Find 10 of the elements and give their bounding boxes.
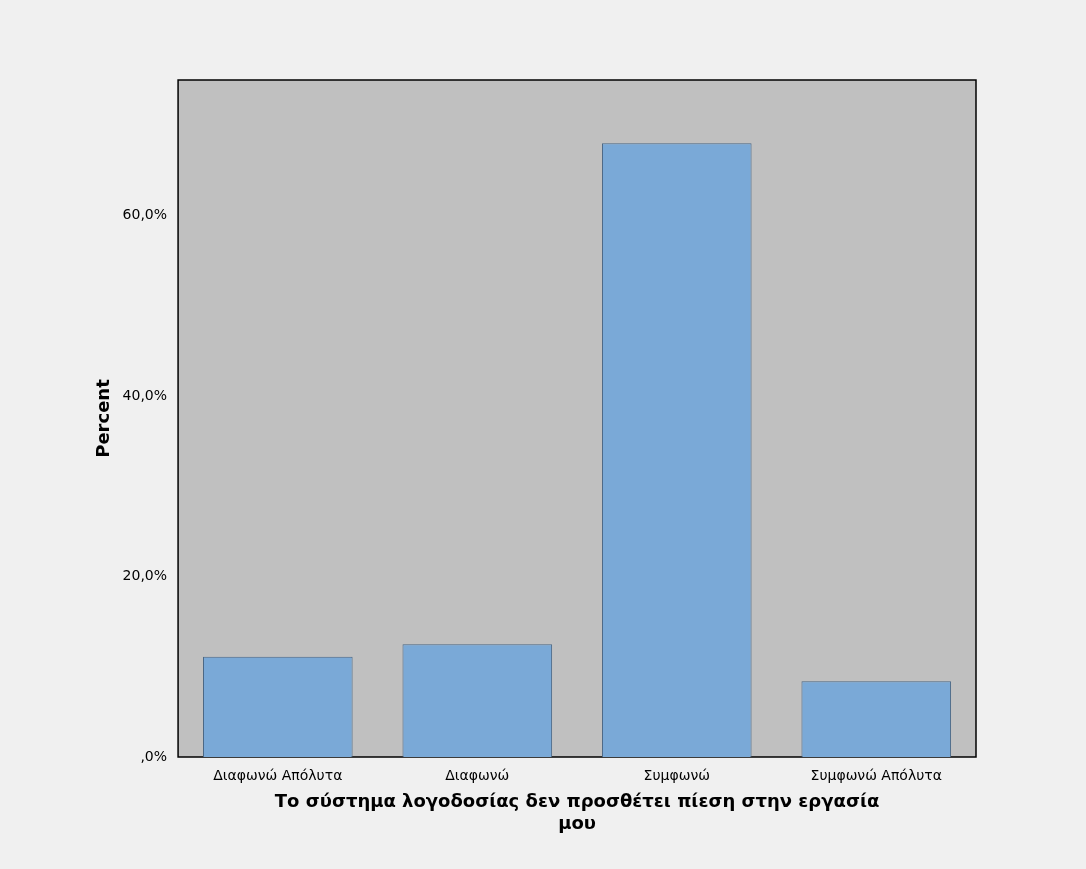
y-tick-label: 60,0% xyxy=(122,206,168,223)
x-tick-label: Διαφωνώ Απόλυτα xyxy=(213,767,343,784)
y-tick-label: 20,0% xyxy=(122,567,168,584)
y-tick-label: ,0% xyxy=(140,747,168,764)
y-tick-label: 40,0% xyxy=(122,386,168,403)
x-axis-title: Το σύστημα λογοδοσίας δεν προσθέτει πίεση στην εργασία μου xyxy=(274,790,880,833)
x-tick-label: Συμφωνώ Απόλυτα xyxy=(810,767,942,784)
x-tick-label: Διαφωνώ xyxy=(445,767,510,784)
y-axis-title: Percent xyxy=(92,378,114,458)
x-tick-label: Συμφωνώ xyxy=(643,767,710,784)
